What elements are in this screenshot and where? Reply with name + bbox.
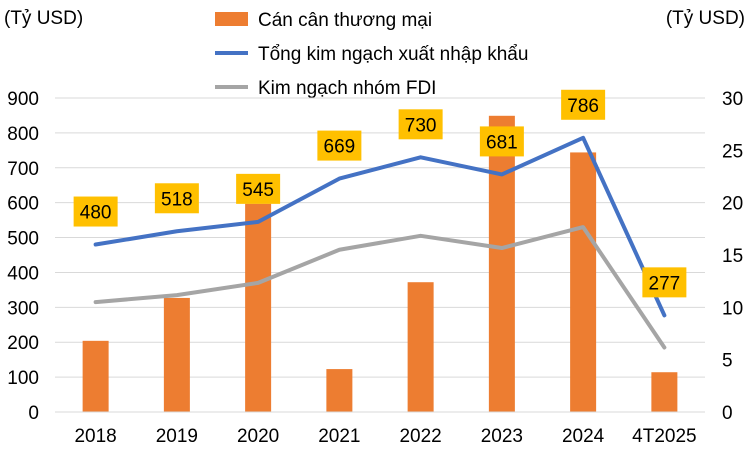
- left-axis-unit: (Tỷ USD): [4, 8, 83, 29]
- bar-series: [82, 115, 678, 412]
- data-label: 277: [649, 273, 681, 294]
- data-label: 730: [405, 115, 437, 136]
- data-label-box: [154, 183, 199, 214]
- legend-label-fdi: Kim ngạch nhóm FDI: [258, 78, 436, 99]
- bar-trade-balance: [245, 203, 272, 412]
- left-tick-label: 900: [7, 89, 39, 110]
- x-tick-label: 2019: [156, 426, 198, 447]
- line-total-trade: [93, 135, 667, 318]
- gridlines: [55, 97, 705, 378]
- x-tick-label: 2020: [237, 426, 279, 447]
- data-label: 786: [567, 96, 599, 117]
- left-tick-label: 800: [7, 124, 39, 145]
- right-tick-label: 0: [722, 403, 733, 424]
- data-label-box: [642, 267, 687, 298]
- left-tick-label: 0: [28, 403, 39, 424]
- data-label-box: [561, 89, 606, 120]
- right-tick-label: 5: [722, 351, 733, 372]
- bar-trade-balance: [407, 282, 434, 412]
- data-label: 681: [486, 132, 518, 153]
- x-tick-label: 2022: [399, 426, 441, 447]
- left-tick-label: 100: [7, 368, 39, 389]
- x-tick-label: 2024: [562, 426, 605, 447]
- x-tick-label: 2023: [481, 426, 523, 447]
- bar-trade-balance: [488, 115, 515, 412]
- legend-swatch-trade-balance: [215, 12, 248, 26]
- data-label: 669: [324, 137, 356, 158]
- data-label-box: [479, 126, 524, 157]
- left-tick-label: 300: [7, 298, 39, 319]
- left-tick-label: 600: [7, 194, 39, 215]
- bar-trade-balance: [651, 372, 678, 412]
- right-tick-label: 20: [722, 194, 743, 215]
- bar-trade-balance: [82, 340, 109, 412]
- data-labels: 480 518 545 669 730 681 786 277: [73, 89, 687, 298]
- x-tick-label: 4T2025: [632, 426, 696, 447]
- data-label-box: [398, 109, 443, 140]
- data-label-box: [317, 130, 362, 161]
- right-tick-label: 30: [722, 89, 743, 110]
- bar-trade-balance: [163, 297, 190, 412]
- left-tick-label: 500: [7, 229, 39, 250]
- line-series: [93, 135, 667, 350]
- right-tick-label: 25: [722, 141, 743, 162]
- left-tick-label: 200: [7, 333, 39, 354]
- data-label: 518: [161, 189, 193, 210]
- data-label: 480: [80, 203, 112, 224]
- right-tick-label: 15: [722, 246, 743, 267]
- left-tick-label: 700: [7, 159, 39, 180]
- left-axis: 0 100 200 300 400 500 600 700 800 900: [7, 89, 39, 424]
- legend-label-total-trade: Tổng kim ngạch xuất nhập khẩu: [258, 44, 528, 65]
- data-label-box: [236, 173, 281, 204]
- x-axis: 2018 2019 2020 2021 2022 2023 2024 4T2025: [74, 426, 696, 447]
- left-tick-label: 400: [7, 263, 39, 284]
- bar-trade-balance: [570, 152, 597, 412]
- legend-label-trade-balance: Cán cân thương mại: [258, 10, 432, 31]
- x-tick-label: 2021: [318, 426, 360, 447]
- right-tick-label: 10: [722, 298, 743, 319]
- bar-trade-balance: [326, 369, 353, 412]
- data-label: 545: [242, 180, 274, 201]
- legend: Cán cân thương mại Tổng kim ngạch xuất n…: [215, 10, 528, 99]
- line-fdi: [93, 225, 667, 350]
- right-axis-unit: (Tỷ USD): [666, 8, 745, 29]
- right-axis: 0 5 10 15 20 25 30: [722, 89, 743, 424]
- data-label-box: [73, 196, 118, 227]
- x-tick-label: 2018: [74, 426, 116, 447]
